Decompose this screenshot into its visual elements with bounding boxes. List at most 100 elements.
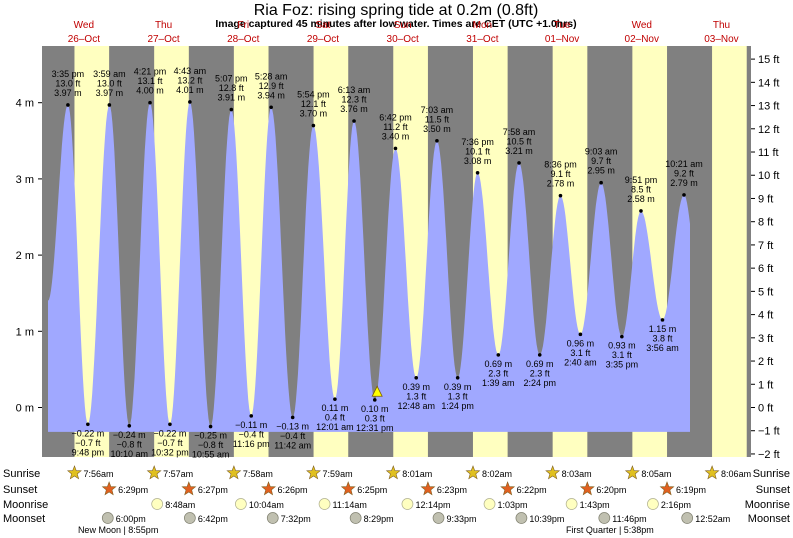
tide-label: 3:35 pm	[606, 360, 639, 370]
tide-point	[475, 171, 480, 175]
tide-point	[148, 100, 152, 105]
tide-label: −0.11 m	[235, 420, 267, 430]
high-tide-marker: 8:36 pm9.1 ft2.78 m	[544, 160, 577, 198]
sunset-icon	[659, 481, 675, 496]
tide-label: 3:56 am	[646, 343, 679, 353]
tide-label: 7:58 am	[503, 127, 536, 137]
moonrise-icon	[565, 498, 578, 510]
sunset-icon	[101, 481, 117, 496]
moonset-icon	[101, 512, 114, 524]
sunrise-icon	[146, 465, 162, 480]
tide-label: 3:59 am	[93, 69, 126, 79]
tide-label: 2.79 m	[670, 178, 698, 188]
moonrise-time: 10:04am	[249, 500, 284, 510]
sunrise-time: 8:05am	[641, 469, 671, 479]
tide-point	[229, 107, 234, 112]
tide-label: −0.22 m	[71, 428, 104, 438]
tide-label: 6:42 pm	[379, 112, 412, 122]
moonrise-icon	[483, 498, 496, 510]
tide-label: 3.1 ft	[570, 348, 591, 358]
tide-label: −0.7 ft	[157, 438, 183, 448]
moonrise-time: 8:48am	[165, 500, 195, 510]
sunrise-time: 8:01am	[402, 469, 432, 479]
high-tide-marker: 9:51 pm8.5 ft2.58 m	[625, 175, 657, 213]
tide-point	[66, 103, 70, 107]
tide-label: 0.10 m	[361, 404, 389, 414]
day-name: Thu	[155, 20, 172, 31]
tide-label: 13.1 ft	[138, 76, 164, 86]
moonset-time: 12:52am	[695, 514, 730, 524]
moonset-time: 10:39pm	[529, 514, 564, 524]
astro-row-label-left: Moonset	[3, 513, 45, 525]
new-moon-label: New Moon | 8:55pm	[78, 525, 158, 535]
tide-label: 10:55 am	[192, 450, 230, 460]
tide-label: 9.1 ft	[550, 169, 571, 179]
tide-label: 1.15 m	[649, 324, 677, 334]
moonrise-icon	[647, 498, 659, 510]
current-level-marker	[371, 385, 383, 397]
tide-label: 13.0 ft	[97, 78, 123, 88]
tide-label: −0.8 ft	[117, 439, 143, 449]
tide-label: 3.97 m	[96, 88, 124, 98]
tide-label: −0.25 m	[194, 431, 227, 441]
sunrise-time: 8:03am	[562, 469, 592, 479]
tide-label: 4.01 m	[176, 85, 204, 95]
tide-label: 0.69 m	[526, 359, 554, 369]
moonset-icon	[681, 512, 694, 524]
tide-point	[435, 139, 439, 143]
tide-label: 2.3 ft	[530, 368, 551, 378]
tide-point	[86, 422, 90, 427]
sunrise-time: 7:56am	[83, 469, 113, 479]
tide-point	[290, 415, 295, 420]
day-name: Thu	[713, 20, 730, 31]
tide-label: 10.1 ft	[465, 146, 491, 156]
tide-label: −0.7 ft	[75, 438, 101, 448]
sunrise-icon	[385, 465, 401, 480]
tide-label: 1:39 am	[482, 378, 515, 388]
tide-label: 11:16 pm	[233, 439, 270, 449]
tide-label: 2.78 m	[547, 179, 575, 189]
moonset-time: 9:33pm	[447, 514, 477, 524]
tide-label: 3:35 pm	[52, 69, 85, 79]
right-tick-label: 11 ft	[758, 147, 779, 159]
sunset-icon	[579, 481, 595, 496]
left-tick-label: 2 m	[16, 250, 34, 262]
tide-point	[599, 180, 603, 185]
tide-label: 10:10 am	[111, 449, 149, 459]
sunset-time: 6:26pm	[278, 485, 308, 495]
right-tick-label: 0 ft	[758, 403, 773, 415]
sunrise-time: 8:06am	[721, 469, 751, 479]
tide-label: −0.4 ft	[239, 429, 265, 439]
tide-point	[311, 123, 316, 128]
tide-point	[107, 103, 112, 107]
tide-label: −0.24 m	[113, 430, 146, 440]
sunrise-icon	[465, 465, 481, 480]
tide-label: 12.8 ft	[219, 83, 245, 93]
low-tide-marker: −0.22 m−0.7 ft9:48 pm	[71, 422, 104, 457]
tide-label: 3.40 m	[382, 131, 410, 141]
sunset-time: 6:23pm	[437, 485, 467, 495]
low-tide-marker: 0.69 m2.3 ft2:24 pm	[523, 353, 556, 388]
moonset-icon	[184, 512, 196, 524]
sunrise-icon	[545, 465, 561, 480]
tide-point	[414, 375, 419, 380]
tide-label: 0.4 ft	[325, 413, 346, 423]
tide-label: 11.5 ft	[425, 114, 450, 124]
tide-label: 1:24 pm	[441, 401, 474, 411]
chart-title: Ria Foz: rising spring tide at 0.2m (0.8…	[254, 2, 539, 19]
sunset-icon	[261, 481, 277, 496]
day-date: 30–Oct	[387, 34, 419, 45]
sunset-time: 6:27pm	[198, 485, 228, 495]
sunrise-icon	[704, 465, 720, 480]
sunset-time: 6:25pm	[357, 485, 387, 495]
tide-label: 12:48 am	[397, 401, 435, 411]
tide-point	[352, 119, 356, 123]
tide-label: 11:42 am	[274, 440, 311, 450]
tide-label: 3.94 m	[257, 90, 285, 100]
